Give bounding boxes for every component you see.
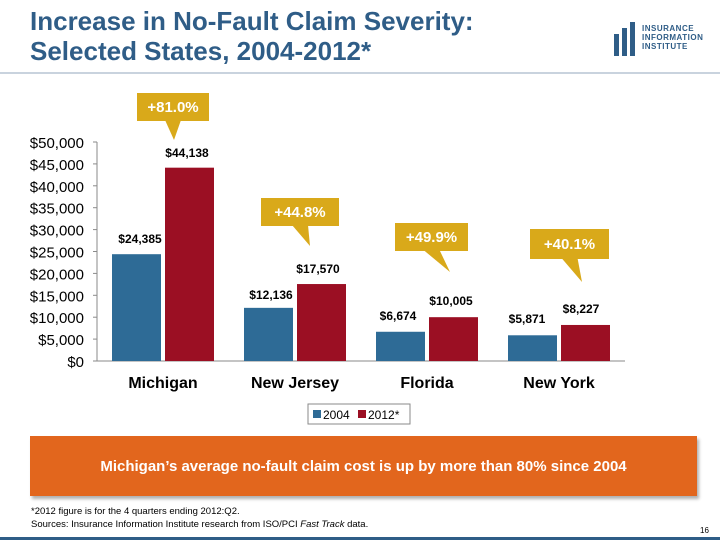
callout-pointer	[292, 225, 310, 246]
footnote-source-prefix: Sources: Insurance Information Institute…	[31, 519, 301, 530]
bar-2004	[376, 331, 425, 361]
x-category-label: Florida	[400, 375, 453, 392]
y-tick-label: $20,000	[30, 266, 84, 283]
y-tick-label: $40,000	[30, 179, 84, 196]
bar-2012	[165, 167, 214, 361]
bar-2004	[112, 254, 161, 361]
y-tick-label: $0	[67, 354, 84, 371]
bar-2004	[244, 307, 293, 361]
callout-box	[530, 229, 609, 259]
data-label-2004: $5,871	[509, 312, 546, 326]
data-label-2004: $12,136	[249, 288, 293, 302]
legend-label-2004: 2004	[323, 408, 350, 422]
title-line-2: Selected States, 2004-2012*	[30, 36, 372, 66]
bar-2012	[429, 317, 478, 361]
callout-box	[137, 93, 209, 121]
footnote-line-1: *2012 figure is for the 4 quarters endin…	[31, 506, 240, 517]
data-label-2012: $17,570	[296, 262, 340, 276]
bar-2004	[508, 335, 557, 361]
data-label-2004: $24,385	[118, 232, 162, 246]
x-category-label: Michigan	[128, 375, 197, 392]
footnote: *2012 figure is for the 4 quarters endin…	[31, 505, 368, 531]
logo-line-1: INSURANCE	[642, 24, 695, 33]
slide-title: Increase in No-Fault Claim Severity: Sel…	[30, 6, 590, 66]
data-label-2012: $8,227	[563, 302, 600, 316]
callout-label: +49.9%	[406, 229, 457, 246]
callout-label: +44.8%	[274, 204, 325, 221]
logo-line-2: INFORMATION	[642, 33, 704, 42]
data-label-2012: $44,138	[165, 146, 209, 160]
banner-text: Michigan’s average no-fault claim cost i…	[100, 457, 627, 475]
summary-banner: Michigan’s average no-fault claim cost i…	[30, 436, 697, 496]
y-tick-label: $35,000	[30, 201, 84, 218]
footnote-source-suffix: data.	[344, 519, 369, 530]
bottom-rule	[0, 537, 720, 540]
title-line-1: Increase in No-Fault Claim Severity:	[30, 6, 474, 36]
callout-box	[395, 223, 468, 251]
title-divider	[0, 72, 720, 74]
bar-2012	[561, 324, 610, 361]
callout-label: +40.1%	[544, 236, 595, 253]
callout-pointer	[423, 250, 450, 272]
iii-logo-mark-icon	[612, 22, 638, 56]
iii-logo: INSURANCE INFORMATION INSTITUTE	[612, 22, 712, 58]
footnote-line-2: Sources: Insurance Information Institute…	[31, 518, 368, 531]
y-tick-label: $10,000	[30, 310, 84, 327]
y-tick-label: $25,000	[30, 245, 84, 262]
callout-label: +81.0%	[147, 99, 198, 116]
bar-2012	[297, 284, 346, 361]
callout-pointer	[165, 120, 181, 140]
data-label-2012: $10,005	[429, 294, 473, 308]
legend-swatch-2004	[313, 410, 321, 418]
data-label-2004: $6,674	[380, 309, 417, 323]
y-tick-label: $15,000	[30, 288, 84, 305]
legend-swatch-2012	[358, 410, 366, 418]
legend-label-2012: 2012*	[368, 408, 400, 422]
y-tick-label: $45,000	[30, 157, 84, 174]
y-tick-label: $50,000	[30, 135, 84, 152]
page-number: 16	[700, 526, 709, 535]
logo-line-3: INSTITUTE	[642, 42, 688, 51]
y-tick-label: $5,000	[38, 332, 84, 349]
callout-pointer	[561, 258, 582, 282]
bar-chart: $0 $5,000 $10,000 $15,000 $20,000 $25,000 $30,…	[30, 93, 625, 425]
footnote-source-italic: Fast Track	[300, 519, 345, 530]
x-category-label: New Jersey	[251, 375, 339, 392]
x-category-label: New York	[523, 375, 595, 392]
logo-text: INSURANCE INFORMATION INSTITUTE	[642, 24, 703, 51]
callout-box	[261, 198, 339, 226]
y-tick-label: $30,000	[30, 223, 84, 240]
